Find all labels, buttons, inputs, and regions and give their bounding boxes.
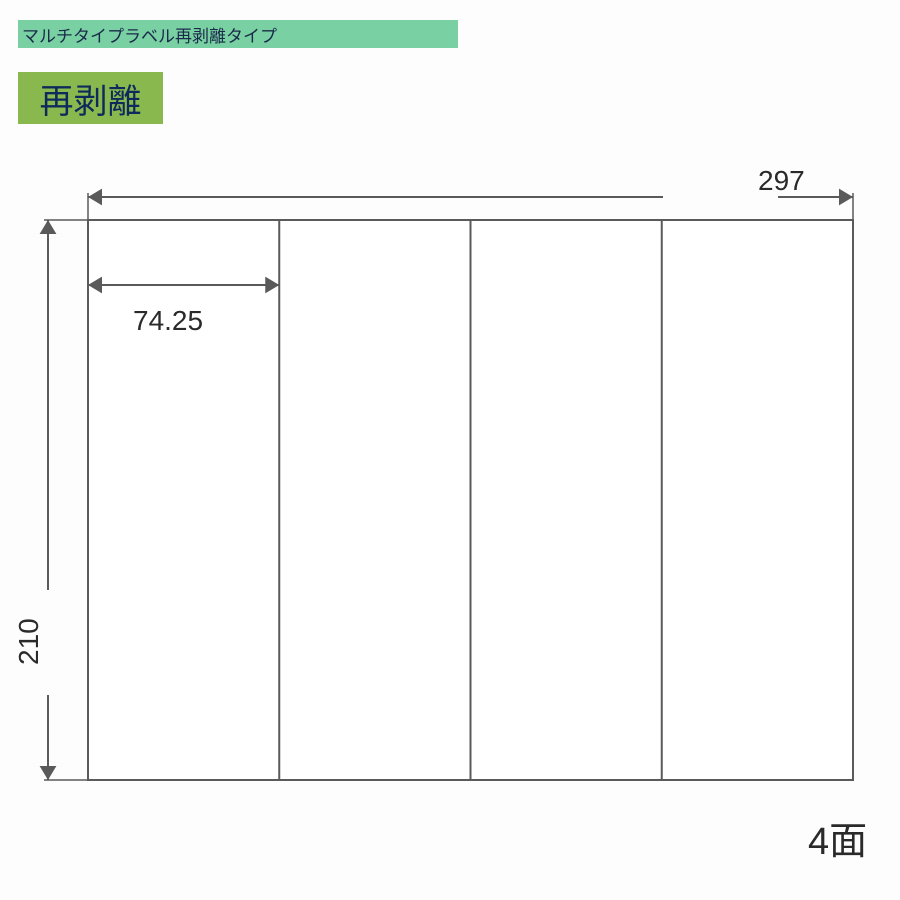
column-width-label: 74.25 <box>133 305 203 337</box>
removable-badge: 再剥離 <box>18 72 163 124</box>
diagram-svg <box>18 175 888 835</box>
label-layout-diagram: 297 210 74.25 4面 <box>18 175 888 835</box>
sheet-height-label: 210 <box>13 618 45 665</box>
header-text: マルチタイプラベル再剥離タイプ <box>22 22 277 47</box>
face-count-label: 4面 <box>808 810 867 865</box>
product-type-header: マルチタイプラベル再剥離タイプ <box>18 20 458 48</box>
sheet-width-label: 297 <box>758 165 805 197</box>
badge-text: 再剥離 <box>40 74 142 123</box>
